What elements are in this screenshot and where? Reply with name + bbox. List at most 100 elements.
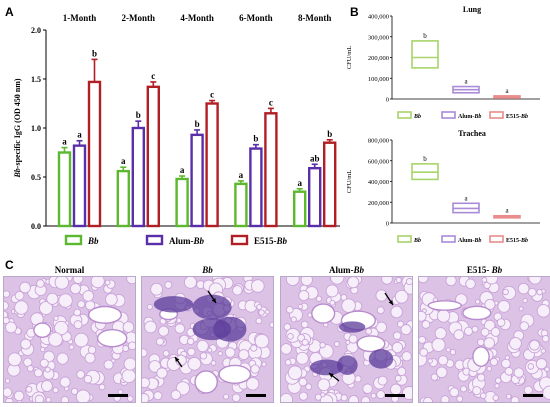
alveolus <box>422 321 430 329</box>
alveolus <box>518 283 529 294</box>
alveolus <box>20 282 31 293</box>
inflammatory-infiltrate <box>154 296 194 312</box>
alveolus <box>481 328 489 336</box>
alveolus <box>177 318 182 323</box>
a-category-label: 4-Month <box>180 13 214 23</box>
alveolus <box>85 353 95 363</box>
alveolus <box>77 370 85 378</box>
alveolus <box>419 311 426 321</box>
micrograph-image <box>280 276 413 403</box>
alveolus <box>446 348 450 352</box>
alveolus <box>55 277 69 289</box>
b-legend-label-prefix: E515- <box>506 238 521 244</box>
a-bar <box>207 104 218 227</box>
a-y-label-italic: Bb <box>13 168 22 178</box>
alveolus <box>27 365 33 371</box>
alveolus <box>301 277 312 286</box>
alveolus <box>265 310 269 314</box>
alveolus <box>480 393 486 399</box>
alveolus <box>147 304 152 309</box>
alveolus <box>306 384 312 390</box>
panel-b-lung-box-chart: Lung0100,000200,000300,000400,000CFU/mLb… <box>346 5 540 120</box>
b-legend-label-italic: Bb <box>413 238 421 244</box>
alveolus <box>299 392 307 400</box>
alveolus <box>363 384 373 394</box>
alveolus <box>296 352 308 364</box>
a-y-label-rest: -specific IgG (OD 450 nm) <box>13 78 22 168</box>
a-ytick-label: 1.5 <box>31 75 41 84</box>
a-ytick-label: 0.5 <box>31 173 41 182</box>
a-sig-letter: b <box>195 119 200 129</box>
airway <box>312 304 335 323</box>
alveolus <box>47 293 58 304</box>
alveolus <box>188 357 201 370</box>
alveolus <box>402 352 411 361</box>
b-ytick-label: 300,000 <box>368 34 389 41</box>
alveolus <box>257 305 262 310</box>
b-y-label: CFU/mL <box>346 46 353 70</box>
inflammatory-infiltrate <box>193 318 232 340</box>
alveolus <box>519 307 523 311</box>
a-legend-label: Bb <box>87 236 99 246</box>
alveolus <box>45 367 50 372</box>
alveolus <box>255 334 269 348</box>
alveolus <box>301 321 308 328</box>
alveolus <box>536 359 546 369</box>
b-legend-label-prefix: Alum- <box>458 114 474 120</box>
alveolus <box>288 333 294 339</box>
micrograph-image <box>141 276 274 403</box>
alveolus <box>184 277 196 288</box>
a-bar <box>177 179 188 226</box>
alveolus <box>225 348 235 358</box>
a-bar <box>235 184 246 226</box>
alveolus <box>14 391 24 401</box>
alveolus <box>438 356 447 365</box>
b-legend-swatch <box>442 112 455 118</box>
alveolus <box>187 338 193 344</box>
alveolus <box>342 299 356 313</box>
alveolus <box>262 362 266 366</box>
b-legend-swatch <box>490 112 503 118</box>
a-sig-letter: ab <box>310 153 320 163</box>
alveolus <box>53 388 58 393</box>
alveolus <box>70 284 80 294</box>
alveolus <box>4 291 10 298</box>
a-sig-letter: c <box>151 71 155 81</box>
alveolus <box>197 340 208 351</box>
alveolus <box>188 348 196 356</box>
alveolus <box>450 388 459 397</box>
b-y-label: CFU/mL <box>346 170 353 194</box>
alveolus <box>73 277 83 284</box>
alveolus <box>432 338 445 351</box>
b-sig-letter: b <box>423 32 427 40</box>
scale-bar <box>246 394 266 397</box>
alveolus <box>145 321 157 333</box>
alveolus <box>123 322 134 333</box>
alveolus <box>506 394 511 399</box>
alveolus <box>441 396 449 402</box>
alveolus <box>454 330 464 340</box>
alveolus <box>299 378 307 386</box>
alveolus <box>8 353 21 366</box>
alveolus <box>472 326 478 332</box>
alveolus <box>208 348 212 352</box>
alveolus <box>523 298 527 302</box>
alveolus <box>334 341 339 346</box>
alveolus <box>498 300 510 312</box>
b-box <box>412 41 438 68</box>
b-ytick-label: 200,000 <box>368 55 389 62</box>
alveolus <box>286 277 299 286</box>
a-legend-label: Alum-Bb <box>169 236 205 246</box>
b-legend-label: E515-Bb <box>506 114 528 120</box>
alveolus <box>171 390 180 399</box>
scale-bar <box>523 394 543 397</box>
b-legend-label-prefix: E515- <box>506 114 521 120</box>
b-legend-label-italic: Bb <box>473 114 481 120</box>
alveolus <box>74 309 81 316</box>
alveolus <box>505 356 509 360</box>
inflammatory-infiltrate <box>337 355 358 375</box>
a-category-label: 8-Month <box>298 13 332 23</box>
alveolus <box>355 376 361 382</box>
micrograph-title-prefix: Alum- <box>329 265 354 275</box>
alveolus <box>477 339 484 346</box>
